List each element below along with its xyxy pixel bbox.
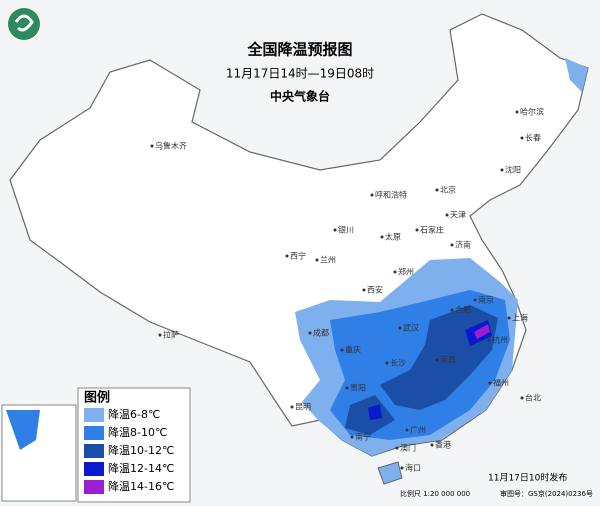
- inset-land: [6, 410, 40, 450]
- legend-swatch: [84, 408, 104, 422]
- city-dot: [158, 333, 162, 337]
- city-label: 银川: [338, 225, 354, 235]
- city-label: 天津: [450, 210, 466, 220]
- city-dot: [150, 144, 154, 148]
- city-dot: [340, 348, 344, 352]
- city-label: 济南: [455, 240, 471, 250]
- city-dot: [370, 193, 374, 197]
- city-dot: [507, 316, 511, 320]
- city-label: 石家庄: [420, 225, 444, 235]
- city-dot: [435, 358, 439, 362]
- legend-title: 图例: [84, 390, 110, 406]
- city-dot: [450, 243, 454, 247]
- legend-swatch: [84, 480, 104, 494]
- city-dot: [430, 443, 434, 447]
- city-label: 郑州: [398, 267, 414, 277]
- city-label: 乌鲁木齐: [155, 141, 187, 151]
- city-dot: [395, 446, 399, 450]
- city-label: 香港: [435, 440, 451, 450]
- city-label: 重庆: [345, 345, 361, 355]
- city-label: 贵阳: [350, 383, 366, 393]
- city-label: 福州: [493, 379, 509, 388]
- city-dot: [350, 435, 354, 439]
- city-dot: [473, 298, 477, 302]
- cooling-area-10-12: [345, 305, 498, 435]
- city-dot: [520, 136, 524, 140]
- city-dot: [362, 288, 366, 292]
- city-dot: [308, 331, 312, 335]
- city-label: 沈阳: [505, 165, 521, 175]
- city-dot: [520, 396, 524, 400]
- legend-label: 降温6-8℃: [108, 407, 160, 421]
- city-dot: [435, 188, 439, 192]
- approval: 审图号：GS京(2024)0236号: [500, 489, 593, 498]
- city-dot: [500, 168, 504, 172]
- city-label: 哈尔滨: [520, 107, 544, 117]
- city-label: 西安: [367, 285, 383, 295]
- city-label: 西宁: [290, 251, 306, 261]
- issued-time: 11月17日10时发布: [488, 472, 567, 484]
- city-label: 合肥: [455, 305, 471, 315]
- city-dot: [488, 381, 492, 385]
- city-dot: [400, 466, 404, 470]
- legend-label: 降温14-16℃: [108, 479, 174, 493]
- legend-label: 降温12-14℃: [108, 461, 174, 475]
- city-label: 海口: [405, 463, 421, 473]
- legend-swatch: [84, 444, 104, 458]
- legend-swatch: [84, 426, 104, 440]
- cooling-area-14-16: [474, 324, 490, 339]
- city-label: 南昌: [440, 355, 456, 365]
- issuer: 中央气象台: [270, 89, 330, 104]
- period: 11月17日14时—19日08时: [226, 67, 374, 81]
- city-dot: [415, 228, 419, 232]
- city-label: 杭州: [492, 335, 508, 345]
- city-label: 上海: [512, 313, 528, 323]
- hainan: [377, 461, 403, 485]
- city-dot: [385, 361, 389, 365]
- city-label: 澳门: [400, 443, 416, 453]
- city-dot: [398, 326, 402, 330]
- scale: 比例尺 1:20 000 000: [400, 489, 470, 498]
- city-label: 拉萨: [163, 330, 179, 340]
- city-label: 长沙: [390, 358, 406, 368]
- city-dot: [345, 386, 349, 390]
- south-sea-inset: [1, 404, 77, 502]
- city-label: 武汉: [403, 323, 419, 333]
- city-dot: [487, 338, 491, 342]
- city-dot: [285, 254, 289, 258]
- city-dot: [315, 258, 319, 262]
- city-label: 成都: [313, 328, 329, 338]
- city-dot: [290, 405, 294, 409]
- title: 全国降温预报图: [246, 41, 352, 59]
- city-label: 广州: [410, 425, 426, 435]
- city-dot: [333, 228, 337, 232]
- city-label: 呼和浩特: [375, 190, 407, 200]
- city-label: 台北: [525, 393, 541, 403]
- city-dot: [445, 213, 449, 217]
- city-dot: [450, 308, 454, 312]
- city-label: 长春: [525, 133, 541, 143]
- logo: [8, 8, 40, 40]
- city-label: 太原: [385, 232, 401, 242]
- legend-label: 降温8-10℃: [108, 425, 167, 439]
- city-dot: [380, 235, 384, 239]
- city-dot: [393, 270, 397, 274]
- cooling-area-ne: [565, 58, 588, 92]
- legend-label: 降温10-12℃: [108, 443, 174, 457]
- legend-swatch: [84, 462, 104, 476]
- city-dot: [515, 110, 519, 114]
- city-label: 北京: [440, 185, 456, 195]
- city-label: 兰州: [320, 255, 336, 265]
- logo-mark: [14, 14, 34, 32]
- city-label: 南宁: [355, 432, 371, 442]
- city-label: 昆明: [295, 403, 311, 412]
- city-label: 南京: [478, 295, 494, 305]
- city-dot: [405, 428, 409, 432]
